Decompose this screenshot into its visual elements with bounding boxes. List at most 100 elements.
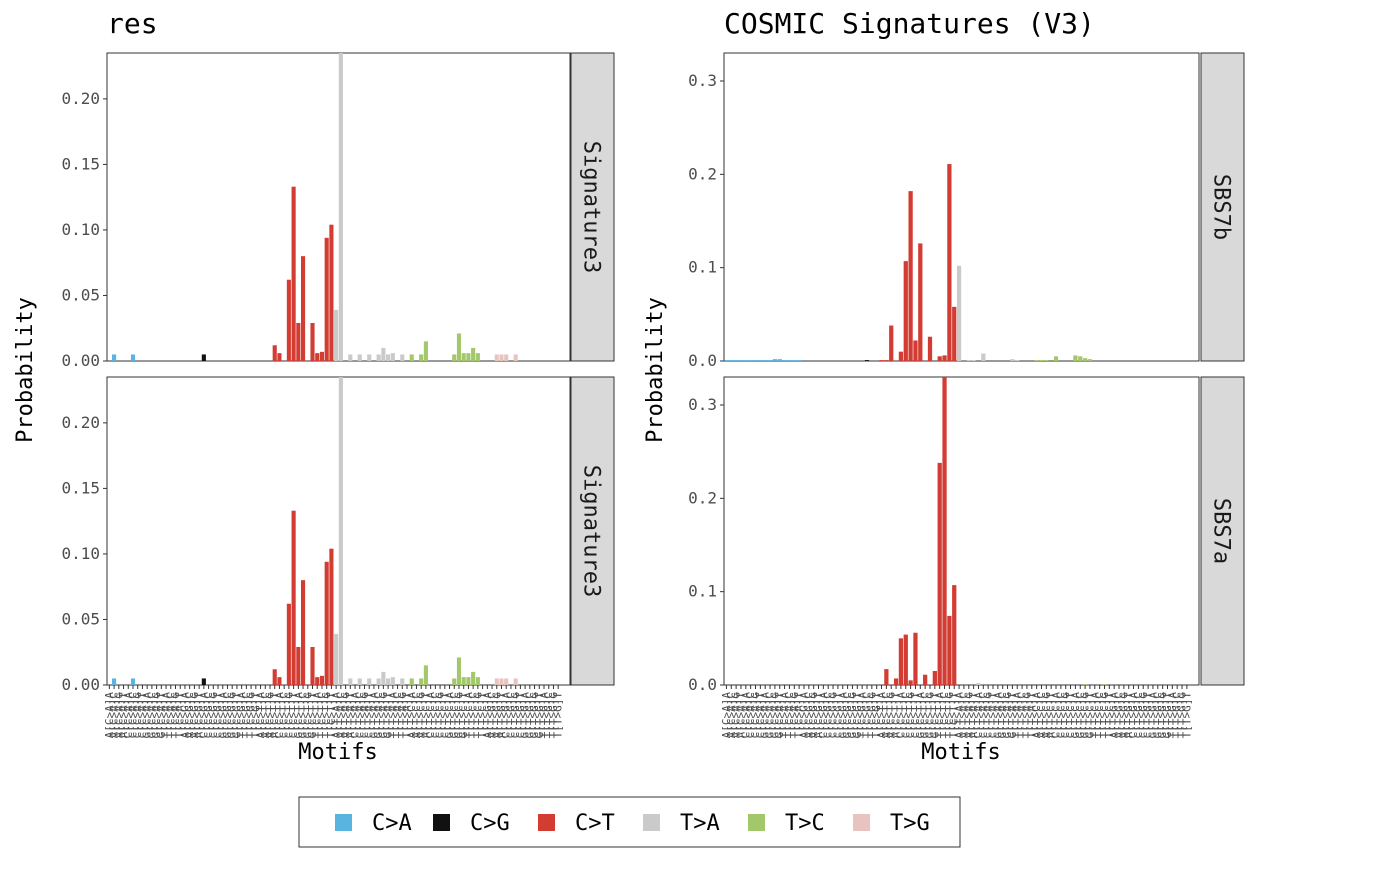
right-panel-1-bar — [1015, 360, 1020, 361]
left-xtick-label: G[T>G]C — [523, 692, 536, 738]
left-xtick-label: A[C>A]G — [112, 692, 125, 738]
right-xtick-label: G[T>G]A — [1146, 692, 1159, 739]
right-xtick-label: C[C>T]A — [894, 692, 907, 739]
right-panel-1-bar — [738, 360, 744, 361]
left-xtick-label: C[C>T]G — [282, 692, 295, 738]
left-xtick-label: C[C>G]C — [202, 692, 215, 738]
left-xtick-label: A[C>T]A — [254, 692, 267, 739]
right-panel-1-bar — [1010, 359, 1015, 361]
left-xtick-label: A[T>G]C — [486, 692, 499, 738]
right-xtick-label: A[T>A]T — [967, 692, 980, 739]
right-xtick-label: G[C>T]G — [923, 692, 936, 738]
right-xtick-label: G[C>G]G — [846, 692, 859, 738]
left-panel-1-bar — [329, 224, 334, 361]
left-panel-2-ytick-label: 0.15 — [61, 478, 100, 497]
right-panel-2-bar — [947, 615, 952, 685]
left-panel-2-bar — [329, 548, 334, 685]
right-xtick-label: A[C>A]C — [725, 692, 738, 738]
left-panel-2-bar — [315, 677, 320, 685]
right-panel-2-bar — [937, 462, 942, 685]
right-xtick-label: C[T>A]T — [987, 692, 1000, 739]
left-panel-1-ytick-label: 0.00 — [61, 351, 100, 370]
right-panel-1-bar — [947, 164, 952, 361]
left-xtick-label: G[T>C]A — [443, 692, 456, 739]
right-xtick-label: A[T>G]T — [1122, 692, 1135, 739]
right-panel-2-ytick-label: 0.0 — [688, 675, 717, 694]
right-panel-1-bar — [733, 360, 739, 361]
left-panel-2: Signature30.000.050.100.150.20A[C>A]AA[C… — [61, 376, 615, 739]
right-xtick-label: A[C>G]G — [807, 692, 820, 738]
right-panel-2-bar — [908, 680, 913, 685]
right-xtick-label: T[C>A]C — [783, 692, 796, 738]
right-xtick-label: A[T>A]C — [957, 692, 970, 738]
legend-items: C>A C>G C>T T>A T>C T>G — [335, 811, 930, 836]
right-xtick-label: A[C>T]C — [880, 692, 893, 738]
left-panel-2-bar — [130, 678, 136, 685]
left-xtick-label: C[T>A]C — [353, 692, 366, 738]
right-xtick-label: T[T>A]C — [1016, 692, 1029, 738]
left-panel-1-ytick-label: 0.20 — [61, 89, 100, 108]
left-xtick-label: A[T>A]C — [334, 692, 347, 738]
legend-label: C>A — [372, 811, 412, 836]
right-xtick-label: C[T>C]T — [1064, 692, 1077, 739]
left-panel-2-bar — [301, 580, 306, 685]
right-panel-1-bar — [777, 359, 782, 361]
left-panel-2-bar — [367, 678, 372, 685]
left-xtick-label: T[T>G]A — [538, 692, 551, 739]
right-panel-2: SBS7a0.00.10.20.3A[C>A]AA[C>A]CA[C>A]GA[… — [688, 376, 1245, 738]
left-panel-2-bar — [296, 646, 301, 685]
left-panel-2-bar — [513, 678, 518, 685]
right-panel-1-bar — [952, 306, 957, 361]
left-panel-2-bar — [277, 677, 282, 685]
left-xtick-label: T[C>T]T — [325, 692, 338, 739]
left-xtick-label: G[T>A]A — [367, 692, 380, 739]
left-xtick-label: G[T>G]T — [533, 692, 546, 739]
left-panel-2-ytick-label: 0.00 — [61, 675, 100, 694]
left-xtick-label: G[C>G]G — [226, 692, 239, 738]
legend-label: T>G — [890, 811, 930, 836]
left-xtick-label: T[C>G]C — [240, 692, 253, 738]
left-xtick-label: A[C>G]T — [193, 692, 206, 739]
right-panel-2-bar — [1102, 684, 1107, 685]
left-xtick-label: C[C>A]G — [131, 692, 144, 738]
legend-swatch — [748, 814, 765, 831]
left-panel-1-bar — [338, 53, 343, 361]
left-xtick-label: T[T>A]G — [396, 692, 409, 738]
right-xtick-label: C[T>G]C — [1132, 692, 1145, 738]
left-panel-2-bar — [286, 603, 291, 685]
left-xtick-label: G[C>T]T — [306, 692, 319, 739]
left-xtick-label: G[C>T]A — [292, 692, 305, 739]
left-xtick-label: T[C>T]G — [320, 692, 333, 738]
left-panel-1-bar — [471, 347, 476, 361]
left-xtick-label: C[C>G]G — [207, 692, 220, 738]
right-panel-1-bar — [981, 353, 986, 361]
right-xtick-label: G[C>A]A — [759, 692, 772, 739]
left-panel-2-ytick-label: 0.05 — [61, 609, 100, 628]
right-panel-2-ytick-label: 0.1 — [688, 582, 717, 601]
left-xtick-label: C[T>G]T — [514, 692, 527, 739]
left-xtick-label: A[T>C]T — [419, 692, 432, 739]
right-panel-1-bar — [1082, 358, 1088, 361]
left-xtick-label: G[C>A]A — [141, 692, 154, 739]
right-xtick-label: C[T>C]A — [1050, 692, 1063, 739]
right-panel-2-strip — [1200, 376, 1245, 686]
legend-item: T>G — [853, 811, 930, 836]
right-xtick-label: G[C>A]G — [768, 692, 781, 738]
right-panel-1-bar — [956, 265, 962, 361]
right-xtick-label: C[T>C]G — [1059, 692, 1072, 738]
left-panel-2-bar — [376, 678, 381, 685]
right-xtick-label: T[T>G]A — [1166, 692, 1179, 739]
right-panel-1-bar — [782, 360, 787, 361]
right-panel-1-bar — [758, 360, 763, 361]
left-xtick-label: C[T>G]A — [500, 692, 513, 739]
left-panel-1-bar — [452, 354, 457, 361]
right-xtick-label: A[C>T]A — [875, 692, 888, 739]
right-x-axis: A[C>A]AA[C>A]CA[C>A]GA[C>A]TC[C>A]AC[C>A… — [720, 685, 1193, 738]
right-panel-2-bar — [976, 683, 981, 685]
right-xtick-label: T[C>A]A — [778, 692, 791, 739]
left-panel-2-bar — [499, 678, 504, 685]
right-panel-1-bar — [942, 355, 947, 361]
left-panel-1-bar — [400, 354, 405, 361]
right-panel-2-bar — [932, 671, 937, 685]
right-xtick-label: C[T>C]C — [1054, 692, 1067, 738]
